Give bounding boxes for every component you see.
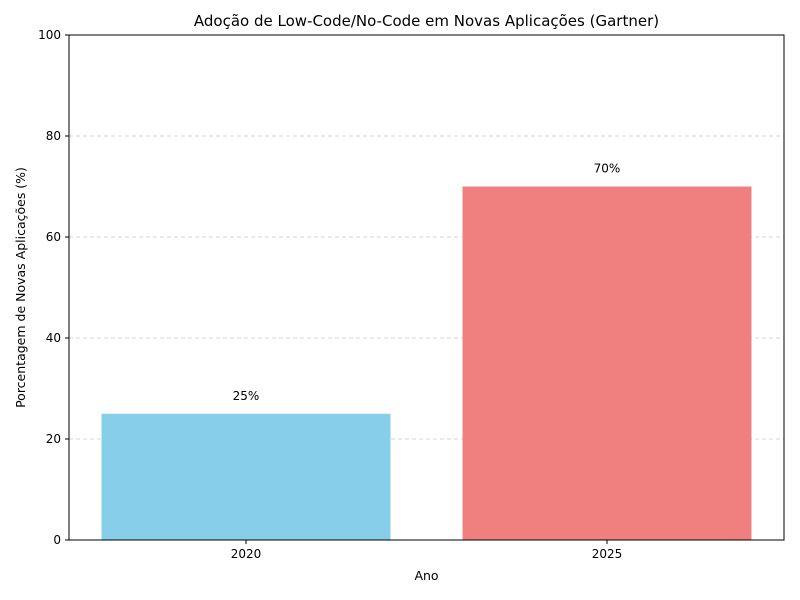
x-axis-label: Ano [414,568,438,583]
y-axis-ticks: 0 20 40 60 80 100 [38,28,69,547]
data-label-2020: 25% [233,389,260,403]
y-tick-label: 80 [46,129,61,143]
bars [101,186,752,540]
x-axis-ticks: 2020 2025 [231,540,623,561]
y-tick-label: 60 [46,230,61,244]
y-tick-label: 20 [46,432,61,446]
bar-2020 [101,413,391,540]
plot-frame [68,34,785,541]
bar-2025 [462,186,752,540]
y-tick-label: 100 [38,28,61,42]
chart-title: Adoção de Low-Code/No-Code em Novas Apli… [194,12,659,30]
y-axis-label: Porcentagem de Novas Aplicações (%) [13,167,28,408]
y-tick-label: 0 [53,533,61,547]
x-tick-label: 2025 [592,547,623,561]
y-tick-label: 40 [46,331,61,345]
x-tick-label: 2020 [231,547,262,561]
data-labels: 25% 70% [233,162,621,403]
data-label-2025: 70% [594,162,621,176]
